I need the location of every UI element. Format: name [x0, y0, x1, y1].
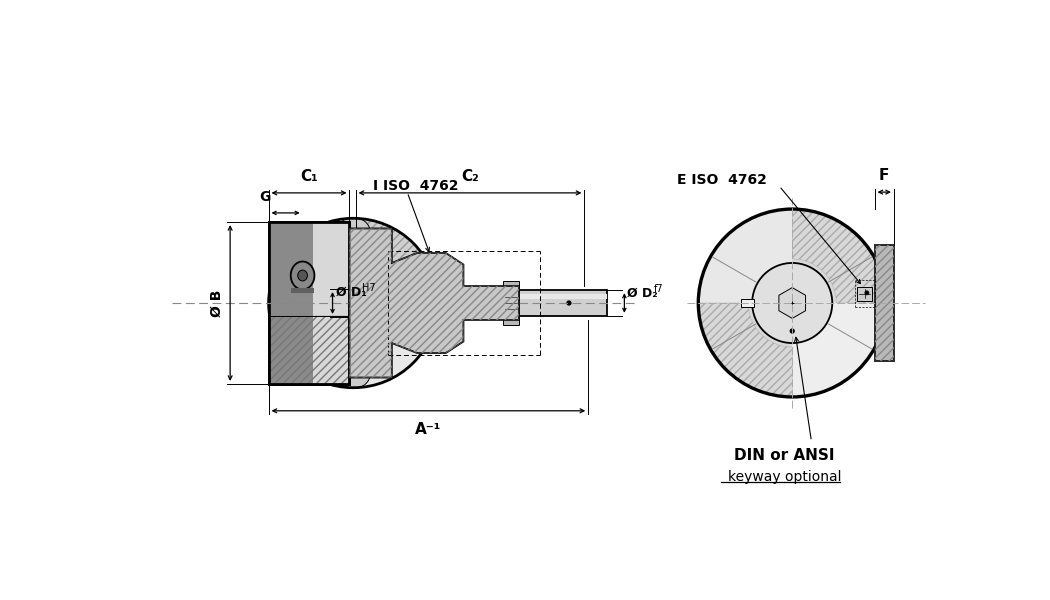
Text: G: G — [259, 190, 271, 203]
Circle shape — [865, 291, 868, 295]
Bar — [875, 245, 894, 361]
Bar — [269, 222, 350, 384]
Bar — [291, 288, 314, 293]
Polygon shape — [779, 287, 805, 319]
Wedge shape — [269, 303, 353, 388]
Ellipse shape — [336, 218, 371, 247]
Bar — [313, 222, 350, 384]
Wedge shape — [353, 218, 438, 303]
Text: keyway optional: keyway optional — [728, 470, 841, 484]
Text: H7: H7 — [362, 283, 376, 293]
Bar — [269, 222, 350, 384]
Bar — [857, 287, 873, 301]
Text: Ø D₁: Ø D₁ — [336, 286, 366, 298]
Bar — [504, 281, 519, 325]
Circle shape — [324, 274, 382, 332]
Bar — [516, 290, 607, 316]
Wedge shape — [793, 303, 886, 397]
Text: DIN or ANSI: DIN or ANSI — [734, 448, 835, 463]
Circle shape — [752, 263, 833, 343]
Circle shape — [791, 329, 794, 333]
Bar — [741, 299, 755, 307]
Text: A⁻¹: A⁻¹ — [415, 422, 442, 437]
Circle shape — [269, 218, 438, 388]
Wedge shape — [698, 303, 793, 397]
Text: C₁: C₁ — [300, 169, 318, 184]
Wedge shape — [698, 209, 793, 303]
Bar — [516, 294, 607, 299]
Ellipse shape — [298, 270, 308, 281]
Polygon shape — [350, 229, 519, 377]
Bar — [269, 222, 313, 384]
Wedge shape — [353, 303, 438, 388]
Text: f7: f7 — [653, 284, 664, 294]
Circle shape — [567, 301, 571, 305]
Text: Ø B: Ø B — [209, 289, 224, 317]
Bar — [875, 245, 894, 361]
Ellipse shape — [291, 262, 314, 290]
Circle shape — [698, 209, 886, 397]
Wedge shape — [269, 218, 353, 303]
Text: Ø D₂: Ø D₂ — [628, 287, 658, 300]
Bar — [269, 316, 350, 384]
Text: C₂: C₂ — [461, 169, 479, 184]
Text: E ISO  4762: E ISO 4762 — [677, 173, 766, 187]
Text: F: F — [879, 168, 889, 183]
Ellipse shape — [336, 359, 371, 388]
Text: I ISO  4762: I ISO 4762 — [373, 179, 458, 193]
Wedge shape — [793, 209, 886, 303]
